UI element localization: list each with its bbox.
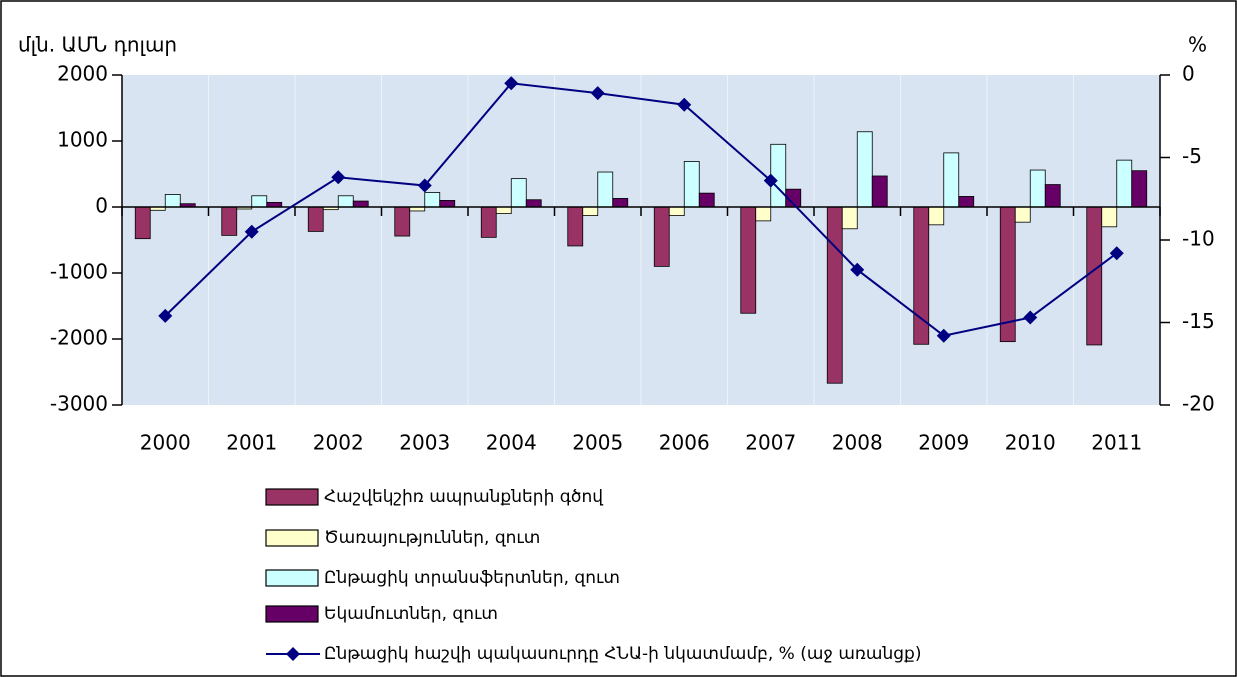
x-tick-label: 2007 [745, 431, 796, 455]
y-tick-label: -1000 [50, 260, 108, 284]
bar [337, 195, 354, 208]
bar [1116, 159, 1133, 208]
y-tick-label: 0 [95, 194, 108, 218]
bar [525, 199, 542, 208]
y-tick-label: 2000 [57, 62, 108, 86]
bar [653, 206, 670, 267]
bar [1101, 206, 1118, 228]
bar [1014, 206, 1031, 223]
bar [943, 152, 960, 208]
bar [856, 131, 873, 208]
legend-label: Ընթացիկ տրանսֆերտներ, զուտ [324, 568, 620, 588]
legend-label: Հաշվեկշիռ ապրանքների գծով [324, 487, 603, 507]
bar [251, 195, 268, 208]
bar [164, 194, 181, 208]
bar [1086, 206, 1103, 346]
bar [698, 192, 715, 208]
bar [597, 171, 614, 208]
bar [424, 192, 441, 208]
line-marker [763, 173, 778, 188]
line-marker [504, 76, 519, 91]
legend-swatch [265, 569, 319, 587]
bar [683, 161, 700, 208]
y2-tick-label: -20 [1182, 392, 1215, 416]
legend-swatch [265, 488, 319, 506]
y-tick-label: 1000 [57, 128, 108, 152]
bar [510, 178, 527, 208]
bar [668, 206, 685, 216]
x-tick-label: 2003 [399, 431, 450, 455]
x-tick-label: 2005 [572, 431, 623, 455]
bar [958, 196, 975, 208]
bar [755, 206, 772, 222]
line-marker [677, 97, 692, 112]
bar [439, 199, 456, 208]
bar [928, 206, 945, 226]
bar [307, 206, 324, 232]
line-marker [417, 178, 432, 193]
line-marker [158, 308, 173, 323]
y2-tick-label: -5 [1182, 144, 1202, 168]
bar [740, 206, 757, 314]
legend-label: Ընթացիկ հաշվի պակասուրդը ՀՆԱ-ի նկատմամբ,… [324, 644, 921, 664]
line-marker [850, 262, 865, 277]
x-tick-label: 2010 [1005, 431, 1056, 455]
bar [221, 206, 238, 236]
bar [1029, 169, 1046, 208]
legend-swatch [265, 529, 319, 547]
y-tick-label: -3000 [50, 392, 108, 416]
bar [1044, 184, 1061, 208]
y2-axis-label: % [1188, 33, 1207, 57]
y2-tick-label: 0 [1182, 62, 1195, 86]
bar [134, 206, 151, 240]
bar [394, 206, 411, 237]
x-tick-label: 2006 [659, 431, 710, 455]
legend-label: Ծառայություններ, զուտ [324, 528, 540, 548]
line [164, 82, 1118, 337]
line-marker [331, 170, 346, 185]
bar [871, 175, 888, 208]
x-tick-label: 2011 [1091, 431, 1142, 455]
bar [826, 206, 843, 384]
bar [770, 143, 787, 208]
legend-label: Եկամուտներ, զուտ [324, 604, 498, 624]
y2-tick-label: -10 [1182, 227, 1215, 251]
x-tick-label: 2001 [226, 431, 277, 455]
bar [480, 206, 497, 238]
line-marker [1023, 310, 1038, 325]
y-tick-label: -2000 [50, 326, 108, 350]
bar [567, 206, 584, 247]
line-marker [244, 224, 259, 239]
bar [1131, 170, 1148, 208]
y-axis-label: մլն. ԱՄՆ դոլար [18, 33, 177, 57]
bar [352, 200, 369, 208]
bar [495, 206, 512, 214]
x-tick-label: 2000 [140, 431, 191, 455]
x-tick-label: 2004 [486, 431, 537, 455]
x-tick-label: 2002 [313, 431, 364, 455]
line-marker [936, 328, 951, 343]
bar [841, 206, 858, 230]
x-tick-label: 2008 [832, 431, 883, 455]
line-marker [1109, 246, 1124, 261]
legend-swatch [265, 605, 319, 623]
bar [612, 198, 629, 208]
x-tick-label: 2009 [918, 431, 969, 455]
bar [582, 206, 599, 216]
legend-marker [286, 647, 300, 661]
y2-tick-label: -15 [1182, 309, 1215, 333]
line-marker [590, 86, 605, 101]
